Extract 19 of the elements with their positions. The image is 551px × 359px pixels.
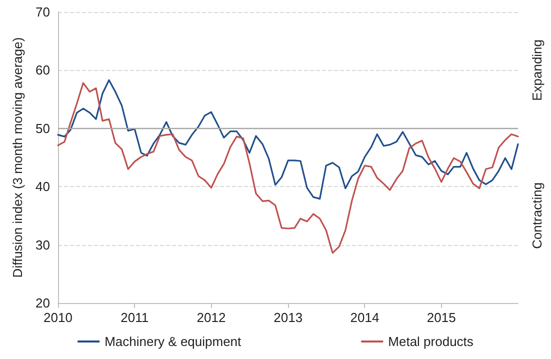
y-tick-label: 50	[36, 120, 50, 136]
y-tick-label: 20	[36, 296, 50, 310]
line-series	[57, 79, 519, 200]
y-tick-label: 30	[36, 237, 50, 252]
x-tick-label: 2013	[274, 310, 303, 325]
y-tick-label: 40	[36, 179, 50, 194]
x-tick-label: 2010	[44, 310, 72, 325]
x-tick-label: 2011	[120, 310, 149, 325]
y-tick-label: 70	[36, 4, 50, 20]
y-tick-label: 60	[36, 62, 50, 78]
legend-label: Metal products	[388, 334, 474, 349]
text: Expanding	[530, 39, 544, 101]
x-tick-label: 2014	[350, 310, 380, 325]
text: Contracting	[530, 182, 544, 249]
x-tick-label: 2015	[426, 310, 456, 325]
y-axis-title: Diffusion index (3 month moving average)	[10, 37, 25, 278]
x-tick-label: 2012	[196, 310, 226, 325]
line-series	[57, 82, 519, 254]
legend-label: Machinery & equipment	[104, 334, 242, 349]
